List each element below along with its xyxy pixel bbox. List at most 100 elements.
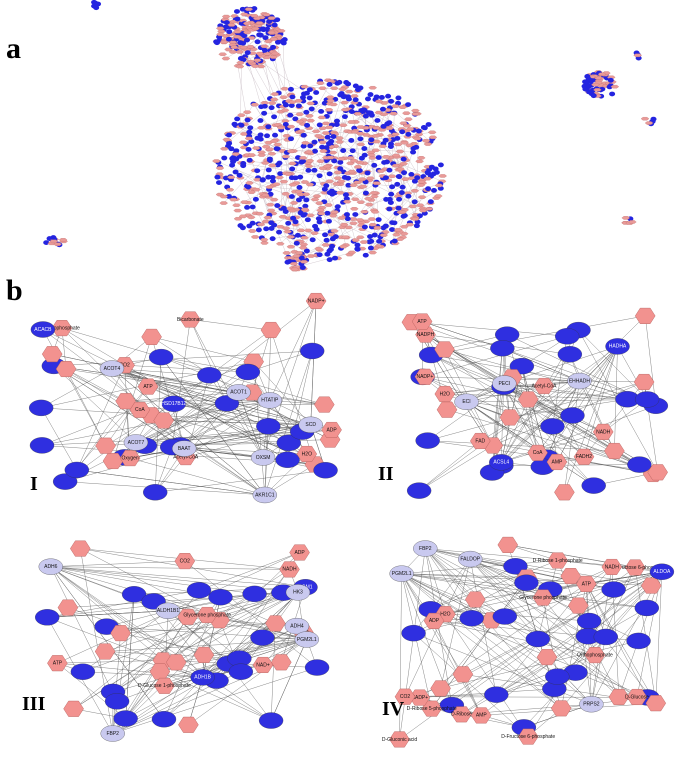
node <box>237 223 244 228</box>
enzyme-node <box>257 392 282 409</box>
node <box>324 134 331 140</box>
node <box>368 86 377 90</box>
node <box>252 196 259 202</box>
node <box>364 196 373 201</box>
network-node <box>645 695 667 712</box>
network-node: FBP2 <box>100 725 125 742</box>
node <box>223 175 230 181</box>
node <box>362 190 369 196</box>
enzyme-node <box>190 669 215 686</box>
network-node: ACSL4 <box>489 454 514 471</box>
network-node: HK3 <box>285 584 311 601</box>
network-node <box>452 666 474 683</box>
node <box>405 127 415 131</box>
node <box>379 106 386 112</box>
node <box>295 103 302 109</box>
node <box>257 136 264 142</box>
node <box>597 72 607 76</box>
node <box>304 150 314 154</box>
compound-node <box>430 680 451 697</box>
network-node <box>581 477 606 494</box>
enzyme-node <box>100 725 125 742</box>
node <box>368 223 378 227</box>
node <box>245 181 254 185</box>
node <box>293 240 300 246</box>
compound-node <box>497 536 519 553</box>
node <box>219 194 229 199</box>
node <box>408 204 418 209</box>
compound-node <box>423 612 445 629</box>
node <box>223 24 230 30</box>
edge <box>76 469 265 496</box>
node <box>275 175 284 180</box>
node <box>378 95 385 100</box>
node <box>389 111 398 116</box>
node <box>333 122 340 127</box>
node <box>354 242 361 248</box>
node <box>356 235 365 239</box>
node <box>244 7 254 11</box>
edge <box>501 405 656 463</box>
network-node: D-Ribose 1-phosphate <box>533 552 583 569</box>
node <box>292 254 301 258</box>
node <box>405 102 412 107</box>
edge <box>53 350 313 367</box>
node <box>342 199 352 204</box>
edge <box>550 571 662 590</box>
network-node <box>634 599 659 617</box>
compound-node <box>546 454 568 470</box>
edge <box>80 548 306 588</box>
panel-label: a <box>6 32 21 65</box>
node <box>312 194 322 198</box>
enzyme-node <box>627 456 652 473</box>
edge <box>655 571 663 704</box>
node <box>387 141 394 147</box>
enzyme-node <box>285 584 311 601</box>
node <box>330 134 337 139</box>
network-node <box>35 609 60 626</box>
node <box>330 229 339 233</box>
enzyme-node <box>250 449 276 466</box>
edge <box>636 571 663 698</box>
node-label: PECI <box>498 381 510 387</box>
node <box>400 141 409 145</box>
edge <box>425 548 636 568</box>
network-node <box>165 654 187 671</box>
node <box>215 166 225 170</box>
network-node: PRPS2 <box>579 696 604 713</box>
node <box>324 210 331 216</box>
enzyme-node <box>143 484 168 501</box>
edge <box>470 558 595 656</box>
node <box>261 103 268 109</box>
network-node <box>57 599 79 616</box>
node <box>359 240 369 244</box>
node <box>93 5 100 11</box>
compound-node <box>517 391 539 408</box>
edge <box>425 548 476 600</box>
node <box>391 163 401 168</box>
enzyme-node <box>64 461 89 479</box>
node <box>236 172 243 178</box>
compound-node <box>633 374 655 390</box>
network-node <box>102 453 124 469</box>
compound-node <box>141 328 162 345</box>
node <box>410 149 417 155</box>
compound-node <box>321 422 342 438</box>
node <box>270 51 280 56</box>
node <box>234 16 241 22</box>
network-node <box>627 456 652 473</box>
edge <box>564 381 580 493</box>
node <box>228 50 238 54</box>
network-node: Acetyl-CoA <box>531 378 557 394</box>
network-node <box>495 326 520 343</box>
node <box>268 105 275 111</box>
node <box>437 186 444 191</box>
node <box>301 192 311 197</box>
node <box>420 125 427 130</box>
node-label: OXSM <box>256 455 271 461</box>
node <box>405 193 412 199</box>
edge <box>503 386 594 486</box>
compound-node <box>165 654 187 671</box>
node <box>232 169 239 175</box>
compound-node <box>47 655 68 672</box>
